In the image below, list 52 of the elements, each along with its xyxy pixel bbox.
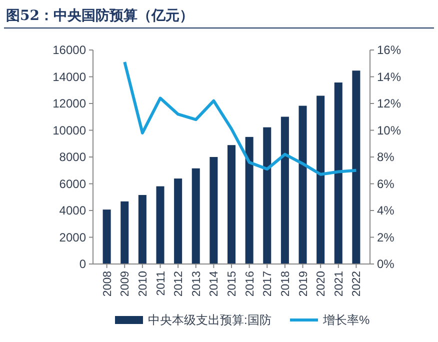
x-tick-label: 2010 — [137, 271, 150, 297]
bar — [210, 157, 218, 264]
x-tick-label: 2014 — [208, 270, 221, 297]
y-tick-label: 2000 — [59, 230, 86, 244]
legend-label: 增长率% — [322, 313, 370, 328]
y-tick-label: 4000 — [59, 204, 86, 218]
bar — [334, 82, 342, 264]
bar — [156, 186, 164, 264]
x-tick-label: 2016 — [244, 271, 256, 297]
x-tick-label: 2011 — [155, 271, 168, 296]
y2-tick-label: 10% — [377, 123, 402, 138]
x-tick-label: 2009 — [120, 271, 132, 297]
bar — [245, 136, 254, 264]
y2-tick-label: 2% — [377, 230, 395, 244]
x-tick-label: 2012 — [173, 271, 186, 297]
bar — [192, 168, 200, 264]
y-tick-label: 10000 — [52, 123, 86, 138]
y2-tick-label: 6% — [377, 176, 395, 191]
y2-tick-label: 12% — [377, 96, 402, 111]
x-tick-label: 2017 — [262, 271, 274, 297]
bar — [280, 116, 289, 264]
x-tick-label: 2021 — [333, 271, 346, 297]
legend-label: 中央本级支出预算:国防 — [148, 313, 272, 328]
y-tick-label: 0 — [79, 257, 86, 272]
bar — [120, 201, 129, 264]
bar — [174, 178, 182, 264]
x-tick-label: 2022 — [351, 271, 364, 297]
x-tick-label: 2018 — [280, 271, 292, 297]
y-tick-label: 14000 — [52, 70, 86, 84]
x-tick-label: 2008 — [102, 271, 114, 297]
y2-tick-label: 0% — [377, 257, 395, 272]
bar — [263, 127, 272, 264]
bar — [138, 194, 146, 264]
chart-title: 图52：中央国防预算（亿元） — [6, 7, 194, 24]
y2-tick-label: 14% — [377, 70, 402, 84]
y2-tick-label: 16% — [377, 43, 402, 58]
bar — [102, 210, 111, 264]
y-tick-label: 6000 — [59, 176, 86, 191]
bar — [227, 145, 236, 264]
y-tick-label: 8000 — [59, 150, 86, 164]
x-tick-label: 2020 — [316, 271, 328, 297]
bar — [298, 106, 307, 264]
x-tick-label: 2015 — [226, 271, 239, 297]
bar — [316, 96, 325, 264]
bar — [352, 70, 360, 264]
line-series — [123, 60, 358, 176]
y2-tick-label: 4% — [377, 204, 395, 218]
x-tick-label: 2013 — [190, 271, 203, 297]
y-tick-label: 16000 — [52, 43, 86, 58]
x-tick-label: 2019 — [298, 271, 310, 297]
y-tick-label: 12000 — [52, 96, 86, 111]
y2-tick-label: 8% — [377, 150, 395, 164]
